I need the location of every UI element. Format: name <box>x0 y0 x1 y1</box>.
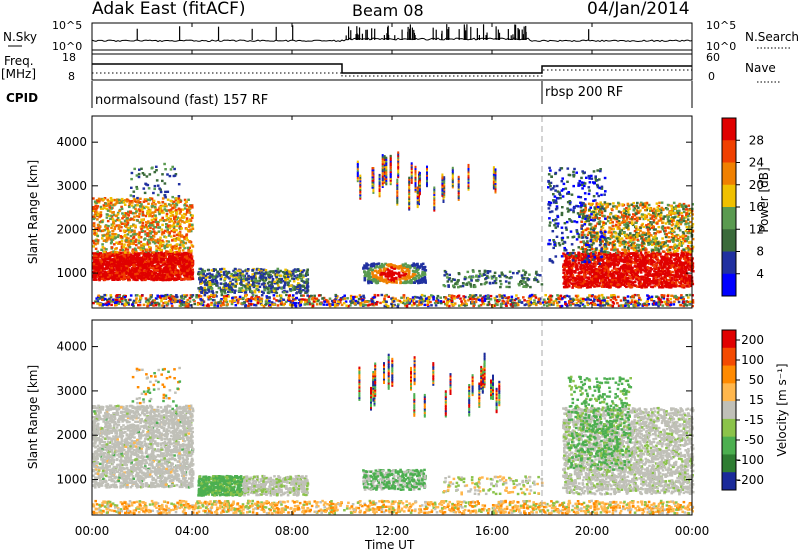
velocity-colorbar: 200 100 50 15 -15 -50 -100 -200 <box>721 329 764 491</box>
date-label: 04/Jan/2014 <box>587 0 690 19</box>
colorbar-swatch <box>722 365 736 384</box>
freq-tick-high: 18 <box>62 51 76 64</box>
nave-tick-low: 0 <box>708 70 715 83</box>
nsky-tick-high: 10^5 <box>52 19 82 32</box>
x-tick-label: 04:00 <box>175 524 210 538</box>
beam-label: Beam 08 <box>352 1 424 20</box>
colorbar-swatch <box>722 229 736 252</box>
power-echo-data <box>92 151 695 308</box>
nsky-panel: N.Sky 10^5 10^0 10^5 10^0 N.Search <box>3 19 799 53</box>
nsearch-label: N.Search <box>745 30 799 44</box>
freq-trace <box>92 63 692 74</box>
colorbar-tick-label: -200 <box>737 473 764 487</box>
time-axis-label: Time UT <box>364 538 415 552</box>
velocity-y-label: Slant Range [km] <box>26 365 40 469</box>
colorbar-tick-label: -50 <box>744 433 764 447</box>
colorbar-swatch <box>722 418 736 438</box>
station-title: Adak East (fitACF) <box>92 0 246 19</box>
colorbar-tick-label: 20 <box>749 178 764 192</box>
colorbar-swatch <box>722 383 736 402</box>
colorbar-tick-label: 16 <box>749 200 764 214</box>
y-tick-label: 2000 <box>56 222 87 236</box>
colorbar-swatch <box>722 472 736 491</box>
cpid-segment-1: normalsound (fast) 157 RF <box>95 93 268 108</box>
nsky-tick-low: 10^0 <box>52 40 82 53</box>
y-tick-label: 1000 <box>56 266 87 280</box>
nsearch-tick-low: 10^0 <box>706 40 736 53</box>
cpid-segment-2: rbsp 200 RF <box>545 85 623 100</box>
x-tick-label: 20:00 <box>575 524 610 538</box>
velocity-panel: 1000 2000 3000 4000 Slant Range [km] 200 100… <box>26 319 789 516</box>
y-tick-label: 3000 <box>56 384 87 398</box>
power-panel: 1000 2000 3000 4000 Slant Range [km] 4 8 12 16… <box>26 115 771 309</box>
x-tick-label: 08:00 <box>275 524 310 538</box>
nsky-trace <box>91 37 693 43</box>
colorbar-tick-label: 15 <box>749 393 764 407</box>
nave-tick-high: 60 <box>706 51 720 64</box>
colorbar-swatch <box>722 330 736 349</box>
colorbar-swatch <box>722 401 736 420</box>
nsky-spikes <box>136 24 590 40</box>
freq-unit: [MHz] <box>1 67 36 81</box>
time-axis-ticks: 00:00 04:00 08:00 12:00 16:00 20:00 00:00 <box>75 23 710 538</box>
cpid-label: CPID <box>6 91 38 105</box>
y-tick-label: 3000 <box>56 179 87 193</box>
colorbar-tick-label: -100 <box>737 453 764 467</box>
colorbar-swatch <box>722 347 736 367</box>
y-tick-label: 2000 <box>56 428 87 442</box>
colorbar-swatch <box>722 140 736 163</box>
nave-label: Nave <box>745 61 776 75</box>
colorbar-swatch <box>722 184 736 208</box>
power-colorbar-label: Power [dB] <box>757 167 771 232</box>
y-tick-label: 4000 <box>56 135 87 149</box>
power-y-label: Slant Range [km] <box>26 160 40 264</box>
colorbar-tick-label: 50 <box>749 373 764 387</box>
power-y-ticks: 1000 2000 3000 4000 <box>56 135 692 280</box>
colorbar-swatch <box>722 251 736 275</box>
x-tick-label: 16:00 <box>475 524 510 538</box>
nave-trace <box>92 69 692 77</box>
cpid-panel: CPID normalsound (fast) 157 RF rbsp 200 … <box>6 81 693 108</box>
velocity-echo-data <box>92 352 695 515</box>
colorbar-tick-label: 100 <box>741 353 764 367</box>
nsearch-tick-high: 10^5 <box>706 19 736 32</box>
x-tick-label: 00:00 <box>675 524 710 538</box>
velocity-y-ticks: 1000 2000 3000 4000 <box>56 340 692 487</box>
colorbar-swatch <box>722 162 736 186</box>
colorbar-swatch <box>722 273 736 297</box>
colorbar-swatch <box>722 436 736 455</box>
colorbar-tick-label: 24 <box>749 156 764 170</box>
colorbar-swatch <box>722 118 736 141</box>
x-tick-label: 00:00 <box>75 524 110 538</box>
power-colorbar: 4 8 12 16 20 24 28 <box>721 117 764 297</box>
freq-panel: Freq. [MHz] 18 8 60 0 Nave <box>1 51 780 83</box>
colorbar-swatch <box>722 454 736 473</box>
freq-label: Freq. <box>4 54 34 68</box>
colorbar-tick-label: 12 <box>749 222 764 236</box>
y-tick-label: 4000 <box>56 340 87 354</box>
colorbar-tick-label: 4 <box>756 267 764 281</box>
freq-tick-low: 8 <box>68 70 75 83</box>
velocity-colorbar-label: Velocity [m s⁻¹] <box>775 363 789 456</box>
colorbar-tick-label: -15 <box>744 413 764 427</box>
colorbar-tick-label: 8 <box>756 245 764 259</box>
x-tick-label: 12:00 <box>375 524 410 538</box>
colorbar-tick-label: 200 <box>741 333 764 347</box>
colorbar-swatch <box>722 207 736 230</box>
y-tick-label: 1000 <box>56 473 87 487</box>
nsky-label: N.Sky <box>3 30 37 44</box>
colorbar-tick-label: 28 <box>749 133 764 147</box>
